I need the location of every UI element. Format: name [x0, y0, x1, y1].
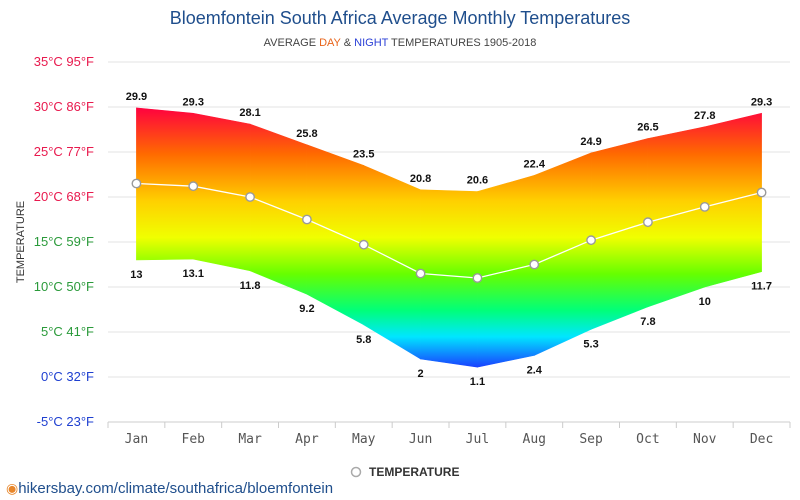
subtitle-amp: &: [341, 37, 354, 49]
x-tick-label: Aug: [523, 432, 546, 447]
low-value-label: 2.4: [527, 364, 543, 376]
legend-marker-icon: [350, 466, 362, 478]
x-tick-label: Jul: [466, 432, 489, 447]
range-area-segment: [420, 189, 478, 368]
average-point: [699, 201, 710, 212]
x-axis-ticks: Jan Feb Mar Apr May Jun Jul Aug Sep Oct Nov Dec: [125, 432, 774, 447]
low-value-label: 7.8: [640, 316, 655, 328]
average-point: [131, 178, 142, 189]
range-area-segment: [363, 165, 421, 360]
average-point: [245, 192, 255, 202]
x-tick-label: Mar: [238, 432, 262, 447]
y-tick-label: 0°C 32°F: [41, 369, 94, 384]
chart-title: Bloemfontein South Africa Average Monthl…: [170, 8, 631, 28]
high-value-label: 27.8: [694, 110, 715, 122]
range-area-segment: [306, 144, 365, 326]
y-tick-label: 15°C 59°F: [34, 234, 94, 249]
average-point: [529, 259, 540, 270]
low-value-label: 2: [418, 368, 424, 380]
y-tick-label: 20°C 68°F: [34, 189, 94, 204]
average-point: [756, 187, 767, 198]
average-point: [472, 273, 483, 283]
average-point: [643, 217, 653, 228]
subtitle-day: DAY: [319, 37, 341, 49]
high-value-label: 26.5: [637, 122, 658, 134]
low-value-label: 1.1: [470, 376, 485, 388]
average-point: [358, 239, 369, 250]
map-pin-icon: ◉: [6, 480, 19, 496]
range-area-segment: [647, 126, 706, 308]
high-value-label: 29.3: [751, 96, 772, 108]
x-tick-label: Sep: [579, 432, 603, 447]
low-value-label: 5.8: [356, 334, 371, 346]
average-temperature-line: [131, 178, 767, 283]
data-labels: 29.9 29.328.125.823.520.8 20.622.424.926.5…: [126, 91, 773, 388]
high-value-label: 23.5: [353, 149, 374, 161]
low-value-label: 13.1: [183, 268, 204, 280]
legend-label: TEMPERATURE: [369, 465, 459, 479]
low-value-label: 9.2: [299, 303, 314, 315]
subtitle-part2: TEMPERATURES 1905-2018: [388, 37, 536, 49]
y-tick-label: 25°C 77°F: [34, 144, 94, 159]
x-tick-label: Jan: [125, 432, 148, 447]
average-line: [136, 182, 762, 279]
x-tick-label: Apr: [295, 432, 319, 447]
range-area-segment: [533, 152, 592, 356]
y-axis-label: TEMPERATURE: [15, 201, 27, 283]
source-link[interactable]: ◉hikersbay.com/climate/southafrica/bloem…: [6, 480, 333, 497]
high-value-label: 28.1: [239, 107, 260, 119]
high-value-label: 24.9: [580, 136, 601, 148]
low-value-label: 10: [699, 296, 711, 308]
legend[interactable]: TEMPERATURE: [350, 465, 460, 479]
x-tick-label: Jun: [409, 432, 432, 447]
high-value-label: 22.4: [524, 158, 546, 170]
y-tick-label: 5°C 41°F: [41, 324, 94, 339]
high-value-label: 29.9: [126, 91, 147, 103]
y-axis-ticks: 35°C 95°F 30°C 86°F 25°C 77°F 20°C 68°F 15°C…: [34, 54, 94, 429]
x-tick-label: Feb: [182, 432, 206, 447]
average-point: [302, 214, 312, 225]
temperature-range-areas: [136, 107, 762, 368]
y-tick-label: 35°C 95°F: [34, 54, 94, 69]
y-tick-label: 10°C 50°F: [34, 279, 94, 294]
low-value-label: 11.7: [751, 281, 772, 293]
source-url[interactable]: hikersbay.com/climate/southafrica/bloemf…: [18, 480, 334, 497]
low-value-label: 13: [130, 269, 142, 281]
y-tick-label: 30°C 86°F: [34, 99, 94, 114]
average-point: [188, 181, 199, 192]
high-value-label: 20.6: [467, 175, 488, 187]
high-value-label: 29.3: [183, 96, 204, 108]
x-tick-label: May: [352, 432, 376, 447]
x-tick-label: Dec: [750, 432, 773, 447]
chart-subtitle: AVERAGE DAY & NIGHT TEMPERATURES 1905-20…: [264, 37, 537, 49]
high-value-label: 25.8: [296, 128, 317, 140]
y-tick-label: -5°C 23°F: [37, 414, 94, 429]
average-point: [415, 268, 426, 279]
x-tick-label: Nov: [693, 432, 717, 447]
high-value-label: 20.8: [410, 173, 431, 185]
average-point: [586, 235, 596, 246]
range-area-segment: [590, 138, 649, 330]
low-value-label: 11.8: [240, 280, 261, 292]
x-tick-label: Oct: [636, 432, 659, 447]
range-area-segment: [249, 123, 308, 295]
low-value-label: 5.3: [583, 338, 598, 350]
subtitle-part1: AVERAGE: [264, 37, 319, 49]
subtitle-night: NIGHT: [354, 37, 389, 49]
